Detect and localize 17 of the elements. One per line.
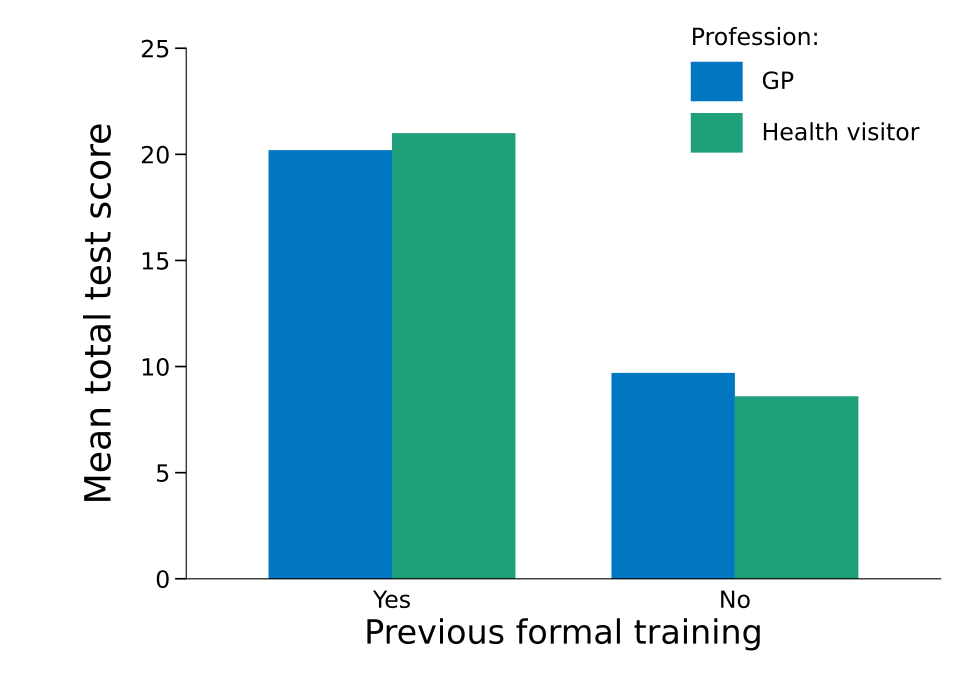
bar <box>611 372 735 579</box>
bar <box>392 133 516 579</box>
legend-label: Health visitor <box>764 122 920 141</box>
y-tick-label: 15 <box>142 252 168 270</box>
legend-title: Profession: <box>693 27 817 46</box>
y-tick-label: 0 <box>156 570 169 588</box>
y-axis-title: Mean total test score <box>83 124 111 501</box>
legend-label: GP <box>762 71 794 90</box>
x-tick-label: No <box>721 590 750 608</box>
y-tick-label: 25 <box>142 40 168 58</box>
y-tick-label: 5 <box>157 464 168 482</box>
x-tick-label: Yes <box>372 590 410 608</box>
y-tick-label: 20 <box>142 146 169 164</box>
bar <box>268 150 392 579</box>
y-tick-label: 10 <box>142 358 169 376</box>
bar <box>734 396 858 579</box>
x-axis-title: Previous formal training <box>367 618 760 651</box>
